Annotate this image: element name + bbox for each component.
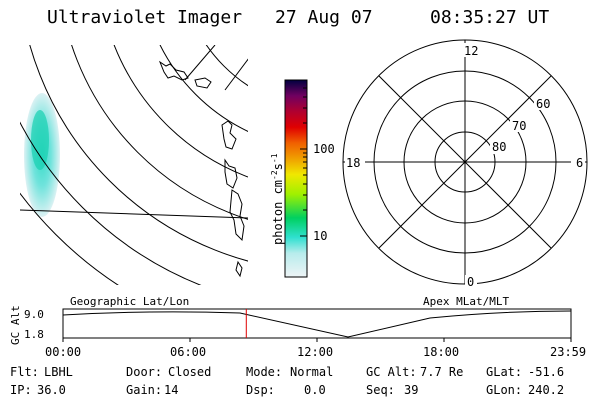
image-time: 08:35:27 UT xyxy=(430,7,550,28)
coastline xyxy=(158,60,245,278)
geographic-label: Geographic Lat/Lon xyxy=(70,295,190,308)
glat-key: GLat: xyxy=(486,365,523,379)
x-tick-1200: 12:00 xyxy=(297,345,334,359)
glat-value: -51.6 xyxy=(528,365,565,379)
seq-value: 39 xyxy=(404,383,419,397)
dsp-value: 0.0 xyxy=(304,383,326,397)
gain-value: 14 xyxy=(164,383,179,397)
image-date: 27 Aug 07 xyxy=(275,7,373,28)
gc-alt-value: 7.7 Re xyxy=(420,365,464,379)
instrument-title: Ultraviolet Imager xyxy=(47,7,243,28)
x-tick-1800: 18:00 xyxy=(423,345,460,359)
dsp-key: Dsp: xyxy=(246,383,275,397)
y-tick-9: 9.0 xyxy=(24,308,44,321)
gain-key: Gain: xyxy=(126,383,163,397)
flt-value: LBHL xyxy=(44,365,73,379)
mode-key: Mode: xyxy=(246,365,283,379)
mlt-label-0: 0 xyxy=(467,275,475,289)
mlt-label-12: 12 xyxy=(464,44,479,58)
colorbar-tick-10: 10 xyxy=(313,229,328,243)
door-key: Door: xyxy=(126,365,163,379)
mode-value: Normal xyxy=(290,365,334,379)
y-tick-1-8: 1.8 xyxy=(24,328,44,341)
mlt-label-18: 18 xyxy=(346,156,361,170)
x-tick-0000: 00:00 xyxy=(45,345,82,359)
x-tick-2359: 23:59 xyxy=(550,345,587,359)
x-tick-0600: 06:00 xyxy=(170,345,207,359)
colorbar-tick-100: 100 xyxy=(313,142,335,156)
mlat-label-60: 60 xyxy=(536,97,551,111)
ip-key: IP: xyxy=(10,383,32,397)
altitude-curve xyxy=(62,310,572,338)
mlat-label-70: 70 xyxy=(512,119,527,133)
mlt-label-6: 6 xyxy=(576,156,584,170)
seq-key: Seq: xyxy=(366,383,395,397)
gc-alt-key: GC Alt: xyxy=(366,365,417,379)
flt-key: Flt: xyxy=(10,365,39,379)
mlat-label-80: 80 xyxy=(492,140,507,154)
ip-value: 36.0 xyxy=(37,383,66,397)
apex-label: Apex MLat/MLT xyxy=(423,295,510,308)
glon-value: 240.2 xyxy=(528,383,565,397)
door-value: Closed xyxy=(168,365,212,379)
glon-key: GLon: xyxy=(486,383,523,397)
